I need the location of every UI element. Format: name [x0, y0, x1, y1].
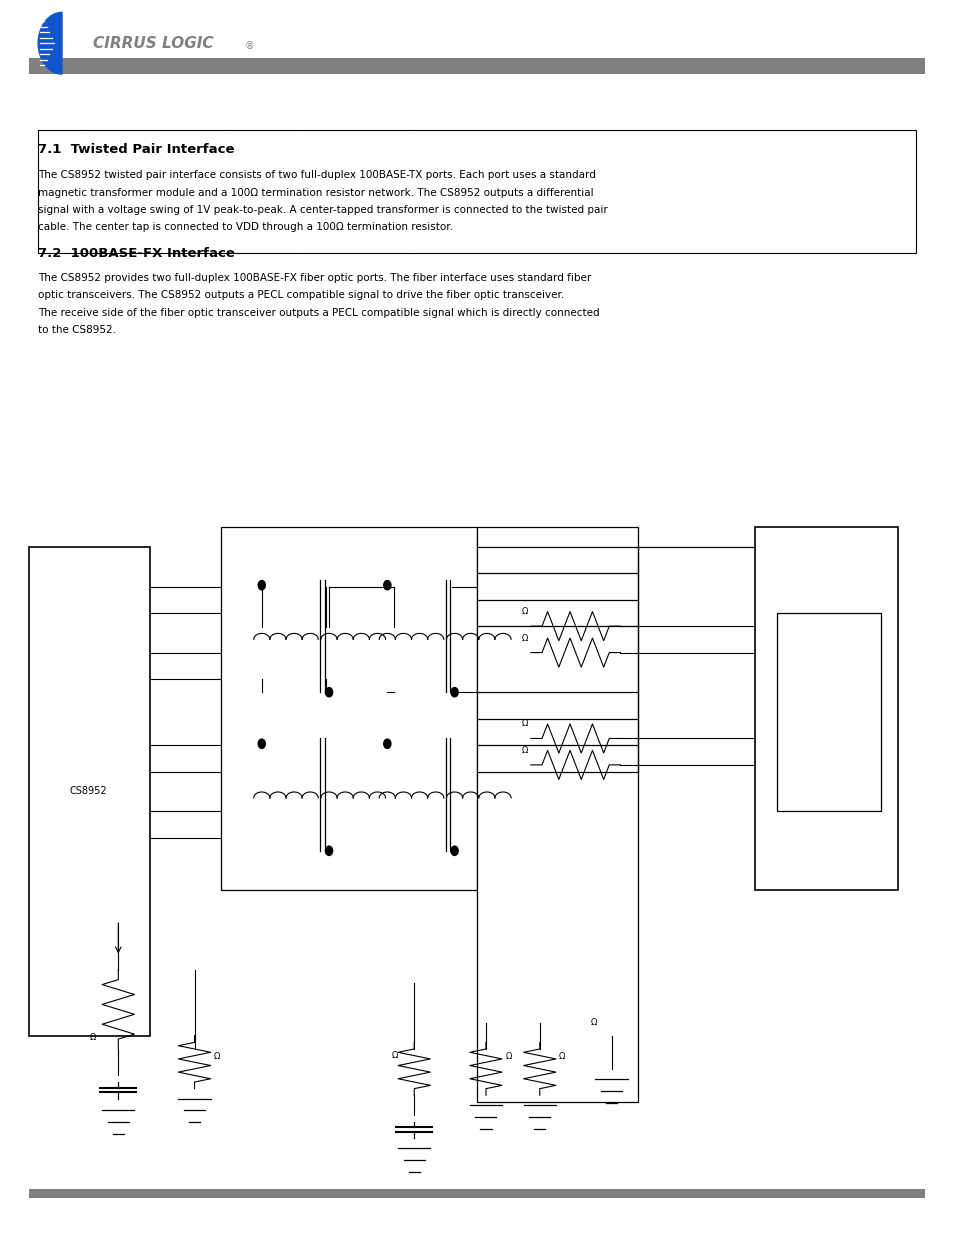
Wedge shape	[38, 12, 62, 74]
Text: optic transceivers. The CS8952 outputs a PECL compatible signal to drive the fib: optic transceivers. The CS8952 outputs a…	[38, 290, 564, 300]
Bar	[29, 58, 924, 74]
Bar	[777, 613, 880, 811]
Text: signal with a voltage swing of 1V peak-to-peak. A center-tapped transformer is c: signal with a voltage swing of 1V peak-t…	[38, 205, 607, 215]
Circle shape	[451, 846, 457, 856]
Text: Ω: Ω	[213, 1052, 220, 1061]
Circle shape	[325, 688, 333, 697]
Circle shape	[383, 739, 391, 748]
Text: The CS8952 provides two full-duplex 100BASE-FX fiber optic ports. The fiber inte: The CS8952 provides two full-duplex 100B…	[38, 273, 591, 283]
Circle shape	[258, 739, 265, 748]
Text: Ω: Ω	[520, 746, 527, 755]
Bar	[221, 527, 476, 890]
Text: magnetic transformer module and a 100Ω termination resistor network. The CS8952 : magnetic transformer module and a 100Ω t…	[38, 188, 593, 198]
Text: CIRRUS LOGIC: CIRRUS LOGIC	[93, 36, 213, 51]
Bar	[754, 527, 898, 890]
Text: Ω: Ω	[391, 1051, 397, 1060]
Circle shape	[325, 846, 333, 856]
Text: Ω: Ω	[505, 1052, 511, 1061]
Text: 7.2  100BASE-FX Interface: 7.2 100BASE-FX Interface	[38, 247, 234, 261]
Text: Ω: Ω	[520, 608, 527, 616]
Text: ®: ®	[244, 41, 253, 51]
Text: to the CS8952.: to the CS8952.	[38, 325, 116, 335]
Text: Ω: Ω	[590, 1018, 597, 1028]
Circle shape	[451, 688, 457, 697]
Bar	[38, 130, 915, 253]
Text: CS8952: CS8952	[70, 787, 108, 797]
Text: The CS8952 twisted pair interface consists of two full-duplex 100BASE-TX ports. : The CS8952 twisted pair interface consis…	[38, 170, 596, 180]
Circle shape	[258, 580, 265, 590]
Text: Ω: Ω	[558, 1052, 565, 1061]
Text: Ω: Ω	[520, 720, 527, 729]
Text: Ω: Ω	[520, 634, 527, 642]
Text: cable. The center tap is connected to VDD through a 100Ω termination resistor.: cable. The center tap is connected to VD…	[38, 222, 453, 232]
Text: 7.1  Twisted Pair Interface: 7.1 Twisted Pair Interface	[38, 143, 234, 157]
Circle shape	[383, 580, 391, 590]
Bar	[29, 547, 150, 1036]
Text: The receive side of the fiber optic transceiver outputs a PECL compatible signal: The receive side of the fiber optic tran…	[38, 308, 599, 317]
Text: Ω: Ω	[90, 1032, 96, 1041]
Bar	[29, 1189, 924, 1198]
Bar	[476, 527, 638, 1102]
